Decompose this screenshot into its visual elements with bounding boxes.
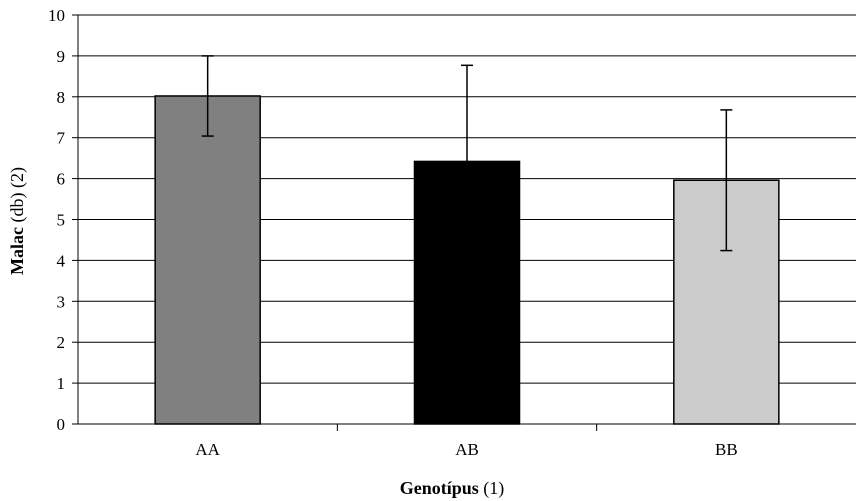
y-axis-title-main: Malac [7, 227, 27, 275]
y-axis-title-suffix: (db) (2) [7, 167, 28, 227]
y-axis-title: Malac (db) (2) [7, 167, 28, 275]
x-axis-title: Genotípus (1) [400, 478, 505, 499]
x-tick-labels: AA AB BB [195, 440, 737, 459]
y-tick-label: 8 [57, 88, 66, 107]
y-tick-labels: 0 1 2 3 4 5 6 7 8 9 10 [48, 6, 66, 434]
y-tick-label: 2 [57, 333, 66, 352]
y-tick-label: 7 [57, 129, 66, 148]
x-tick-label-ab: AB [455, 440, 479, 459]
y-tick-label: 1 [57, 374, 66, 393]
error-bars [201, 55, 733, 259]
y-tick-label: 0 [57, 415, 66, 434]
y-tick-label: 9 [57, 47, 66, 66]
y-tick-label: 4 [57, 251, 66, 270]
x-tick-label-bb: BB [715, 440, 738, 459]
y-tick-label: 3 [57, 292, 66, 311]
bar-aa [154, 95, 261, 425]
y-tick-label: 5 [57, 211, 66, 230]
axes [72, 14, 856, 431]
y-tick-label: 10 [48, 6, 65, 25]
x-axis-title-suffix: (1) [479, 478, 505, 499]
x-axis-title-main: Genotípus [400, 478, 479, 498]
y-tick-label: 6 [57, 170, 66, 189]
x-tick-label-aa: AA [195, 440, 220, 459]
